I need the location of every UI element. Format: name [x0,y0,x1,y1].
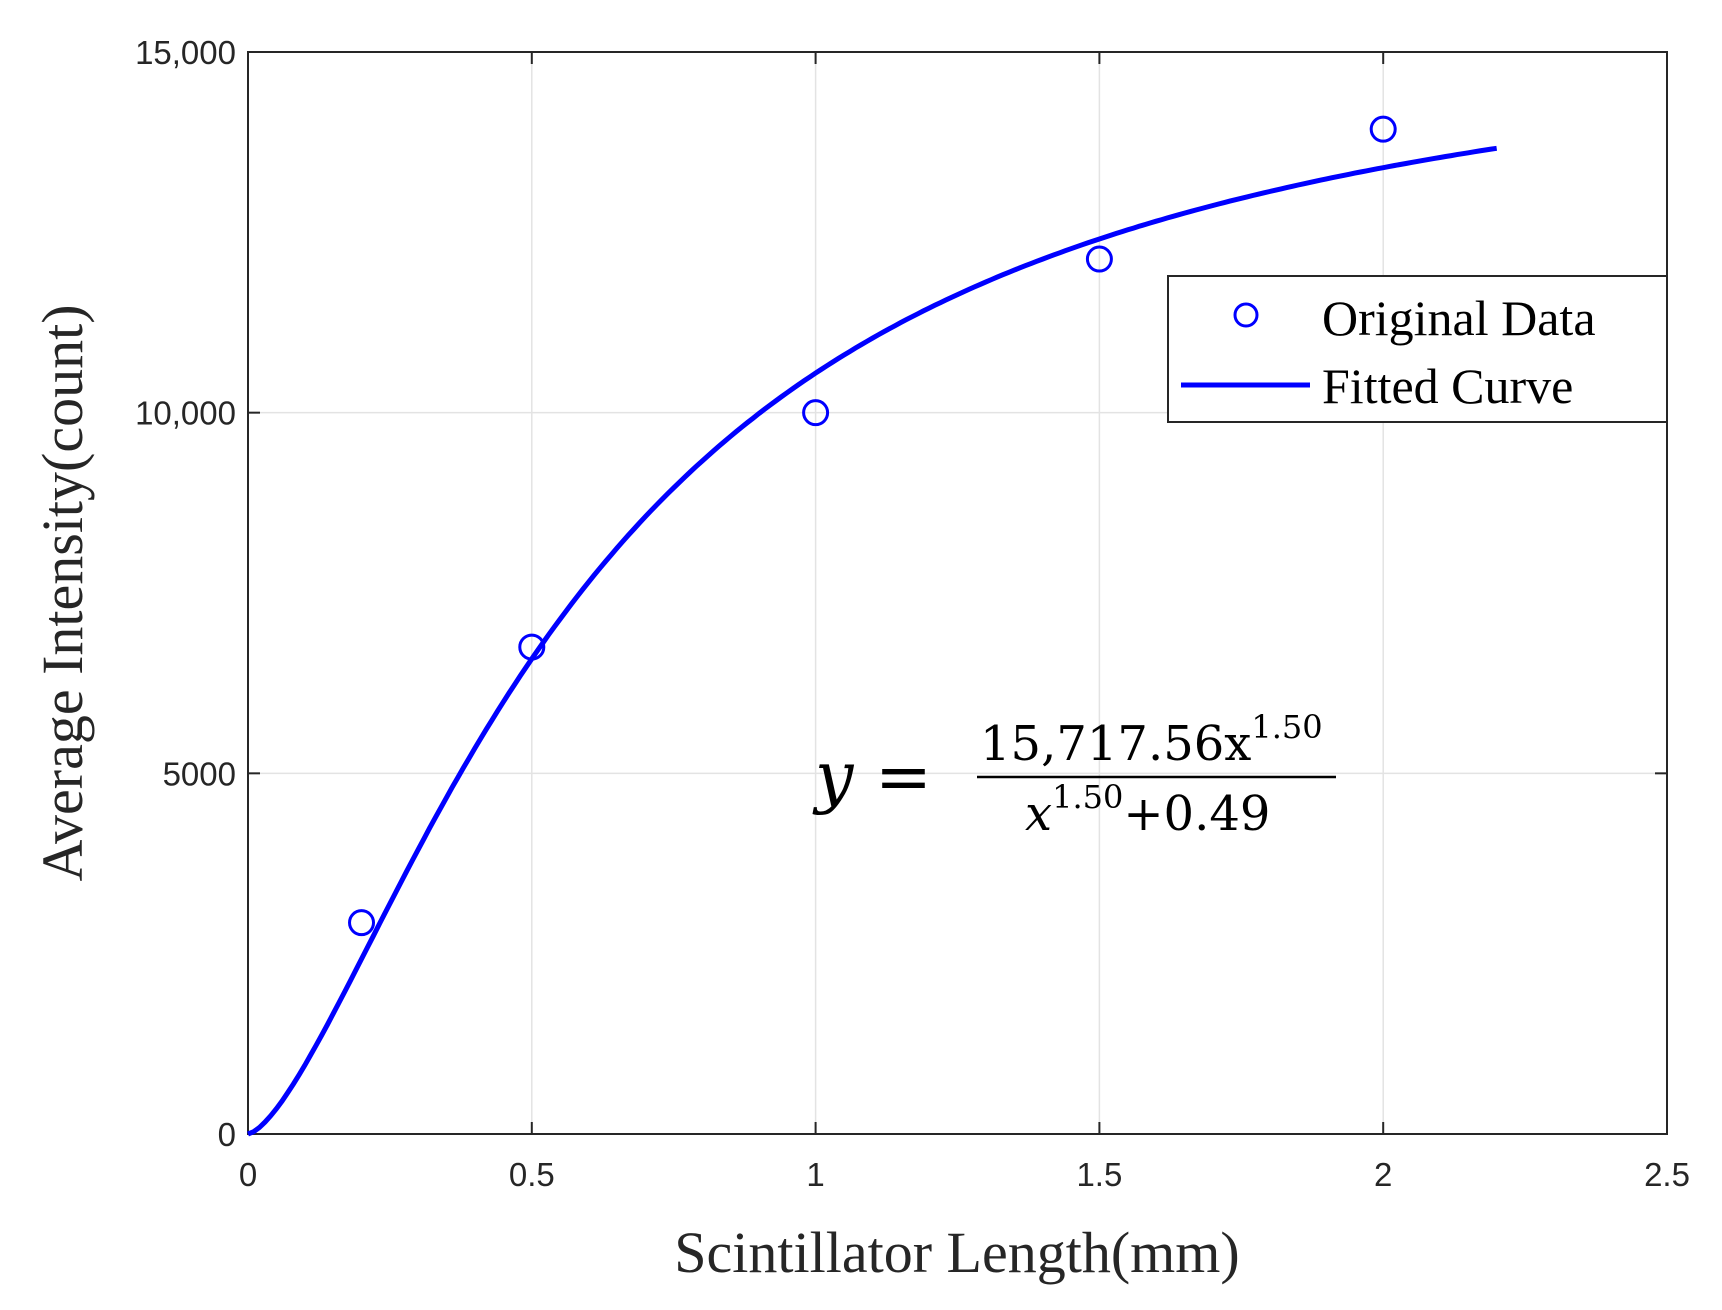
equation-numerator-base: 15,717.56x [980,716,1251,772]
y-tick-label: 5000 [163,755,236,792]
equation-denominator-tail: +0.49 [1123,786,1270,842]
ticks: 0 0.5 1 1.5 2 2.5 0 5000 10,000 15,000 [135,34,1690,1193]
x-tick-label: 0 [239,1156,257,1193]
legend-marker-original-data [1233,302,1259,328]
x-tick-label: 1.5 [1076,1156,1122,1193]
equation-denominator: x1.50+0.49 [1025,778,1270,842]
equation-denominator-exp: 1.50 [1052,778,1123,816]
legend: Original Data Fitted Curve [1167,275,1668,423]
legend-label-original-data: Original Data [1322,290,1596,346]
y-tick-label: 10,000 [135,395,236,432]
marks [247,115,1498,1137]
equation-lhs: y = [812,738,932,817]
x-tick-label: 2.5 [1644,1156,1690,1193]
data-point [1085,245,1113,273]
y-tick-label: 0 [218,1116,236,1153]
grid [248,52,1667,1134]
x-tick-label: 2 [1374,1156,1392,1193]
data-point [802,399,830,427]
plot-area-frame [247,51,1668,1135]
y-axis-label: Average Intensity(count) [30,304,95,881]
x-axis-label: Scintillator Length(mm) [674,1220,1239,1285]
data-point [348,909,376,937]
fitted-curve-line [247,145,1498,1137]
data-point [518,633,546,661]
legend-label-fitted-curve: Fitted Curve [1322,358,1573,414]
y-tick-label: 15,000 [135,34,236,71]
legend-box [1167,275,1668,423]
x-tick-label: 1 [806,1156,824,1193]
x-tick-label: 0.5 [509,1156,555,1193]
data-point [1369,115,1397,143]
equation-denominator-base: x [1025,786,1052,842]
equation-annotation: y = 15,717.56x1.50 x1.50+0.49 [812,708,1336,842]
equation-numerator: 15,717.56x1.50 [980,708,1323,772]
equation-numerator-exp: 1.50 [1251,708,1322,746]
